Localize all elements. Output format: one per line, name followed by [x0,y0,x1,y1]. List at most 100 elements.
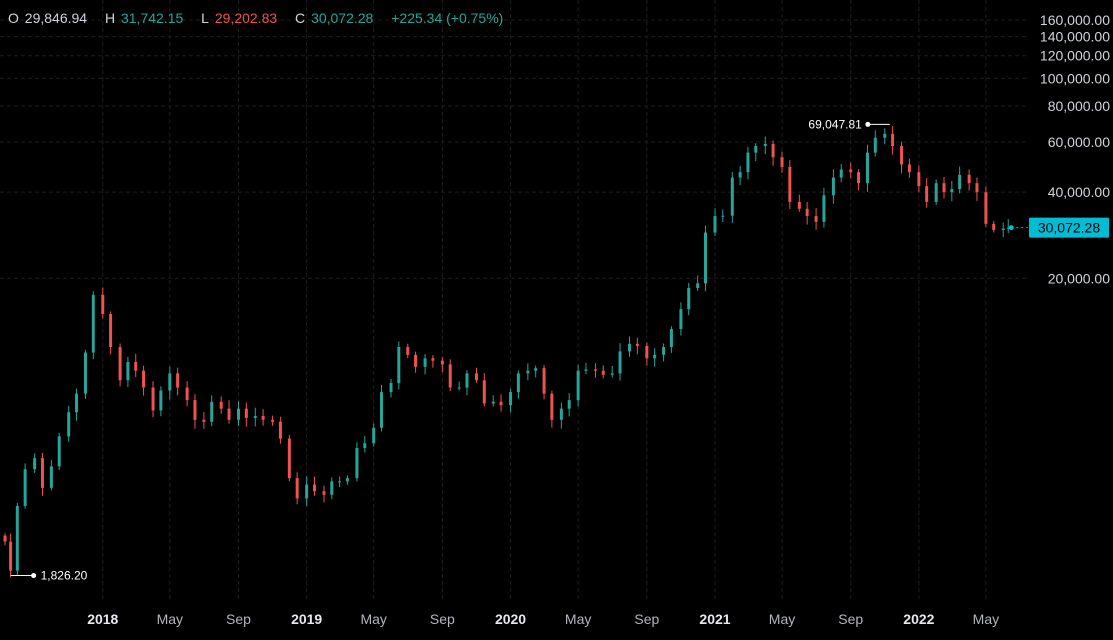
candle-body [526,370,530,374]
candle-body [593,369,597,371]
candle-body [984,192,988,224]
y-tick-label: 40,000.00 [1048,184,1110,200]
candle-body [730,177,734,216]
candle-body [33,458,37,470]
candle-body [857,172,861,184]
candle-body [227,408,231,420]
candle-body [610,373,614,375]
candle-body [900,146,904,165]
candle-body [703,232,707,284]
x-tick-label: 2020 [495,611,526,627]
candle-body [142,370,146,388]
candle-body [389,383,393,393]
candle-body [109,314,113,348]
candle-body [754,146,758,153]
candle-body [814,216,818,222]
candle-body [542,368,546,394]
candle-body [118,347,122,381]
y-tick-label: 100,000.00 [1040,70,1110,86]
candle-body [91,294,95,353]
x-tick-label: Sep [226,611,251,627]
candle-body [822,195,826,222]
candle-body [322,491,326,495]
candle-body [576,370,580,401]
annotation-dot [31,573,37,579]
y-tick-label: 20,000.00 [1048,270,1110,286]
candle-body [516,373,520,393]
y-tick-label: 140,000.00 [1040,29,1110,45]
candle-body [509,392,513,406]
candle-body [669,328,673,348]
close-value: 30,072.28 [311,10,374,26]
candle-body [559,408,563,420]
candle-body [261,415,265,420]
y-tick-label: 80,000.00 [1048,98,1110,114]
annotation-label: 1,826.20 [41,569,88,583]
y-tick-label: 160,000.00 [1040,12,1110,28]
candle-body [584,369,588,371]
candle-body [788,166,792,202]
y-tick-label: 60,000.00 [1048,134,1110,150]
candle-body [15,505,19,571]
candle-body [397,347,401,384]
candle-body [491,401,495,404]
x-tick-label: 2018 [87,611,118,627]
candle-body [601,370,605,375]
candle-body [49,466,53,488]
last-price-label: 30,072.28 [1038,220,1100,236]
candle-body [465,373,469,388]
candle-body [958,174,962,190]
candles [3,126,1010,578]
candle-body [278,421,282,439]
low-value: 29,202.83 [214,10,278,26]
candle-body [635,343,639,346]
candle-body [355,448,359,479]
x-tick-label: Sep [634,611,659,627]
candle-body [9,541,13,571]
candle-body [474,373,478,381]
y-axis[interactable]: 20,000.00 40,000.00 60,000.00 80,000.00 100,… [1029,12,1110,286]
candle-body [185,387,189,401]
candle-body [992,223,996,231]
candle-body [338,481,342,483]
candle-body [1006,227,1010,229]
candle-body [550,393,554,420]
candle-body [645,345,649,359]
x-tick-label: 2022 [903,611,934,627]
candle-body [305,484,309,499]
candle-body [168,373,172,391]
candle-body [75,393,79,413]
candle-body [101,294,105,315]
candle-body [934,183,938,202]
candle-body [780,157,784,167]
candle-body [534,368,538,371]
candle-body [406,347,410,355]
candle-body [839,169,843,178]
candle-body [849,169,853,173]
candle-body [925,186,929,202]
x-axis[interactable]: 2018 May Sep 2019 May Sep 2020 May Sep 2021 May Sep… [87,611,999,627]
candle-body [942,183,946,193]
candle-body [448,364,452,388]
candle-body [805,208,809,217]
candle-body [414,354,418,367]
candle-body [975,183,979,193]
candle-body [567,400,571,409]
candle-body [763,143,767,147]
candle-body [237,408,241,420]
candle-body [134,361,138,371]
candle-body [330,481,334,495]
candle-body [423,358,427,367]
x-tick-label: Sep [838,611,863,627]
candle-body [193,400,197,420]
open-value: 29,846.94 [24,10,88,26]
candle-body [372,427,376,444]
candle-body [831,177,835,196]
candle-body [380,392,384,428]
candle-body [738,172,742,178]
high-label: H [104,10,116,26]
x-tick-label: May [360,611,386,627]
candle-body [457,387,461,389]
